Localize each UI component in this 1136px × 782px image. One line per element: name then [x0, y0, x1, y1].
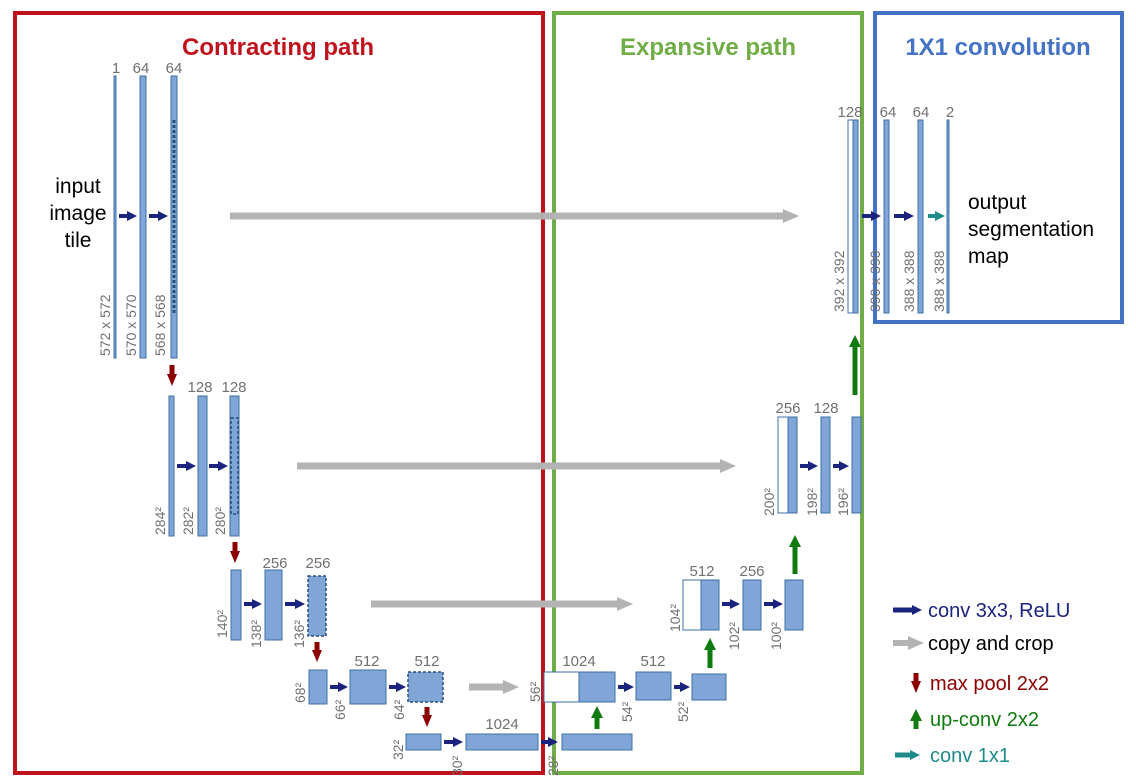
- block-e1-copied: [847, 119, 854, 314]
- block-e1-390: [883, 119, 890, 314]
- block-c3-138: [264, 569, 283, 641]
- ch-label-e1-a: 64: [880, 104, 897, 121]
- ch-label-e4-a: 512: [640, 653, 665, 670]
- block-input-572: [113, 75, 117, 359]
- size-label-c1-a: 570 x 570: [123, 294, 139, 356]
- block-e2-198: [820, 416, 831, 514]
- input-label-2: image: [49, 202, 106, 225]
- size-label-c5-b: 28²: [545, 755, 561, 776]
- expansive-path-title: Expansive path: [620, 34, 796, 61]
- ch-label-c4-b: 512: [414, 653, 439, 670]
- input-label-1: input: [55, 175, 101, 198]
- ch-label-c1-in: 1: [112, 60, 120, 77]
- size-label-c2-b: 280²: [212, 507, 228, 535]
- block-e2-upconv: [787, 416, 798, 514]
- ch-label-out: 2: [946, 104, 954, 121]
- size-label-e1-in: 392 x 392: [831, 250, 847, 312]
- conv1x1-title: 1X1 convolution: [905, 34, 1090, 61]
- block-e1-upconv: [852, 119, 859, 314]
- block-c3-140: [230, 569, 242, 641]
- ch-label-c5-a: 1024: [485, 716, 518, 733]
- block-e3-upconv: [700, 579, 720, 631]
- expansive-path-frame: [552, 11, 864, 775]
- output-label-1: output: [968, 191, 1027, 214]
- ch-label-e4-in: 1024: [562, 653, 595, 670]
- block-c4-66: [349, 669, 387, 705]
- block-e4-upconv: [578, 671, 616, 703]
- legend-copy-label: copy and crop: [928, 633, 1054, 655]
- size-label-e3-a: 102²: [726, 622, 742, 650]
- legend-conv-label: conv 3x3, ReLU: [928, 600, 1070, 622]
- legend-upconv-label: up-conv 2x2: [930, 709, 1039, 731]
- size-label-c1-b: 568 x 568: [152, 294, 168, 356]
- block-c2-284: [168, 395, 175, 537]
- size-label-e2-b: 196²: [835, 488, 851, 516]
- ch-label-c1-b: 64: [166, 60, 183, 77]
- block-e3-copied: [682, 579, 702, 631]
- block-c5-32: [405, 733, 442, 751]
- size-label-e4-in: 56²: [527, 681, 543, 702]
- block-e2-196: [851, 416, 862, 514]
- block-output-2: [946, 119, 950, 314]
- size-label-out: 388 x 388: [931, 250, 947, 312]
- ch-label-c3-a: 256: [262, 555, 287, 572]
- size-label-c1-in: 572 x 572: [97, 294, 113, 356]
- size-label-e3-in: 104²: [667, 604, 683, 632]
- output-label-3: map: [968, 245, 1009, 268]
- contracting-path-frame: [13, 11, 545, 775]
- contracting-path-title: Contracting path: [182, 34, 374, 61]
- block-c5-30: [465, 733, 539, 751]
- size-label-c4-b: 64²: [391, 699, 407, 720]
- legend: conv 3x3, ReLU copy and crop max pool 2x…: [893, 600, 1070, 767]
- size-label-c2-a: 282²: [180, 507, 196, 535]
- size-label-e1-b: 388 x 388: [901, 250, 917, 312]
- legend-conv1x1-label: conv 1x1: [930, 745, 1010, 767]
- block-e3-100: [784, 579, 804, 631]
- block-c4-64: [407, 671, 444, 703]
- conv1x1-frame: [873, 11, 1124, 324]
- block-c5-28: [561, 733, 633, 751]
- ch-label-c3-b: 256: [305, 555, 330, 572]
- size-label-c2-in: 284²: [152, 507, 168, 535]
- block-e4-52: [691, 673, 727, 701]
- size-label-c5-in: 32²: [390, 739, 406, 760]
- ch-label-e3-in: 512: [689, 563, 714, 580]
- output-label-2: segmentation: [968, 218, 1094, 241]
- ch-label-e3-a: 256: [739, 563, 764, 580]
- size-label-e2-in: 200²: [761, 488, 777, 516]
- block-e1-388: [917, 119, 924, 314]
- size-label-c3-a: 138²: [248, 620, 264, 648]
- ch-label-e1-in: 128: [837, 104, 862, 121]
- size-label-c5-a: 30²: [449, 755, 465, 776]
- legend-pool-label: max pool 2x2: [930, 673, 1049, 695]
- size-label-c3-b: 136²: [291, 620, 307, 648]
- block-c2-280: [229, 395, 240, 537]
- size-label-c4-a: 66²: [332, 699, 348, 720]
- ch-label-c2-b: 128: [221, 379, 246, 396]
- block-c3-136: [307, 575, 327, 637]
- size-label-e1-a: 390 x 390: [867, 250, 883, 312]
- size-label-e2-a: 198²: [804, 488, 820, 516]
- ch-label-e2-in: 256: [775, 400, 800, 417]
- block-c2-282: [197, 395, 208, 537]
- block-c1-570: [139, 75, 147, 359]
- size-label-e4-a: 54²: [619, 701, 635, 722]
- block-e4-copied: [543, 671, 580, 703]
- block-e4-54: [635, 671, 672, 701]
- block-e3-102: [742, 579, 762, 631]
- input-label-3: tile: [65, 229, 92, 252]
- block-c4-68: [308, 669, 328, 705]
- ch-label-c1-a: 64: [133, 60, 150, 77]
- crop-region-c2: [230, 417, 239, 515]
- ch-label-c4-a: 512: [354, 653, 379, 670]
- size-label-e4-b: 52²: [675, 701, 691, 722]
- size-label-e3-b: 100²: [768, 622, 784, 650]
- ch-label-e2-a: 128: [813, 400, 838, 417]
- block-e2-copied: [777, 416, 789, 514]
- size-label-c3-in: 140²: [214, 610, 230, 638]
- ch-label-e1-b: 64: [913, 104, 930, 121]
- ch-label-c2-a: 128: [187, 379, 212, 396]
- size-label-c4-in: 68²: [292, 682, 308, 703]
